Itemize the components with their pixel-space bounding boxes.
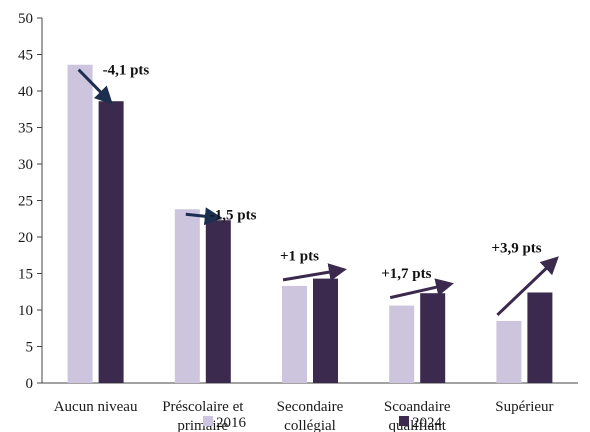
arrow-up bbox=[389, 278, 454, 300]
y-tick-label: 0 bbox=[26, 376, 34, 392]
change-arrows bbox=[77, 68, 559, 317]
y-tick-label: 50 bbox=[18, 11, 33, 27]
change-annotations: -4,1 pts -1,5 pts +1 pts +1,7 pts +3,9 pts bbox=[103, 63, 542, 282]
bar-2016 bbox=[174, 209, 200, 383]
y-axis: 0 5 10 15 20 25 30 35 40 45 50 bbox=[18, 11, 43, 392]
y-tick-label: 15 bbox=[18, 267, 33, 283]
x-category-label: Secondaire collégial bbox=[277, 399, 344, 432]
change-annotation: +1 pts bbox=[280, 249, 319, 265]
legend-item-2024: 2024 bbox=[399, 415, 443, 431]
change-annotation: -1,5 pts bbox=[210, 207, 257, 223]
bar-group bbox=[496, 292, 553, 383]
arrow-up bbox=[282, 263, 347, 282]
bar-group bbox=[67, 64, 124, 383]
x-category-label: Scoandaire qualifiant bbox=[384, 399, 451, 432]
legend-item-2016: 2016 bbox=[203, 415, 247, 431]
legend-label: 2024 bbox=[412, 415, 443, 431]
bar-2016 bbox=[282, 285, 307, 383]
y-tick-label: 10 bbox=[18, 303, 33, 319]
arrow-down bbox=[185, 207, 223, 226]
y-tick-label: 20 bbox=[18, 230, 33, 246]
arrow-up bbox=[496, 256, 559, 317]
bar-group bbox=[282, 278, 338, 383]
change-annotation: +1,7 pts bbox=[381, 266, 431, 282]
x-category-label: Aucun niveau bbox=[54, 399, 138, 415]
arrow-down bbox=[77, 68, 113, 105]
change-annotation: -4,1 pts bbox=[103, 63, 150, 79]
bar-2024 bbox=[313, 278, 338, 383]
legend-label: 2016 bbox=[216, 415, 247, 431]
bar-2016 bbox=[389, 305, 415, 383]
change-annotation: +3,9 pts bbox=[491, 240, 541, 256]
bar-2016 bbox=[67, 64, 93, 383]
y-tick-label: 40 bbox=[18, 84, 33, 100]
legend-swatch bbox=[399, 416, 409, 426]
legend-swatch bbox=[203, 416, 213, 426]
bar-2024 bbox=[205, 220, 231, 383]
bars bbox=[67, 64, 553, 383]
x-axis: Aucun niveau Préscolaire et primaire Second… bbox=[42, 382, 578, 432]
bar-2024 bbox=[527, 292, 553, 383]
y-tick-label: 30 bbox=[18, 157, 33, 173]
bar-2024 bbox=[420, 293, 446, 383]
bar-group bbox=[389, 293, 446, 383]
y-tick-label: 45 bbox=[18, 48, 33, 64]
x-category-label: Préscolaire et primaire bbox=[162, 399, 244, 432]
bar-2016 bbox=[496, 320, 522, 383]
y-tick-label: 5 bbox=[26, 340, 34, 356]
y-tick-label: 35 bbox=[18, 121, 33, 137]
x-category-label: Supérieur bbox=[495, 399, 553, 415]
legend: 2016 2024 bbox=[203, 415, 443, 431]
bar-2024 bbox=[98, 101, 124, 383]
bar-group bbox=[174, 209, 231, 383]
y-tick-label: 25 bbox=[18, 194, 33, 210]
